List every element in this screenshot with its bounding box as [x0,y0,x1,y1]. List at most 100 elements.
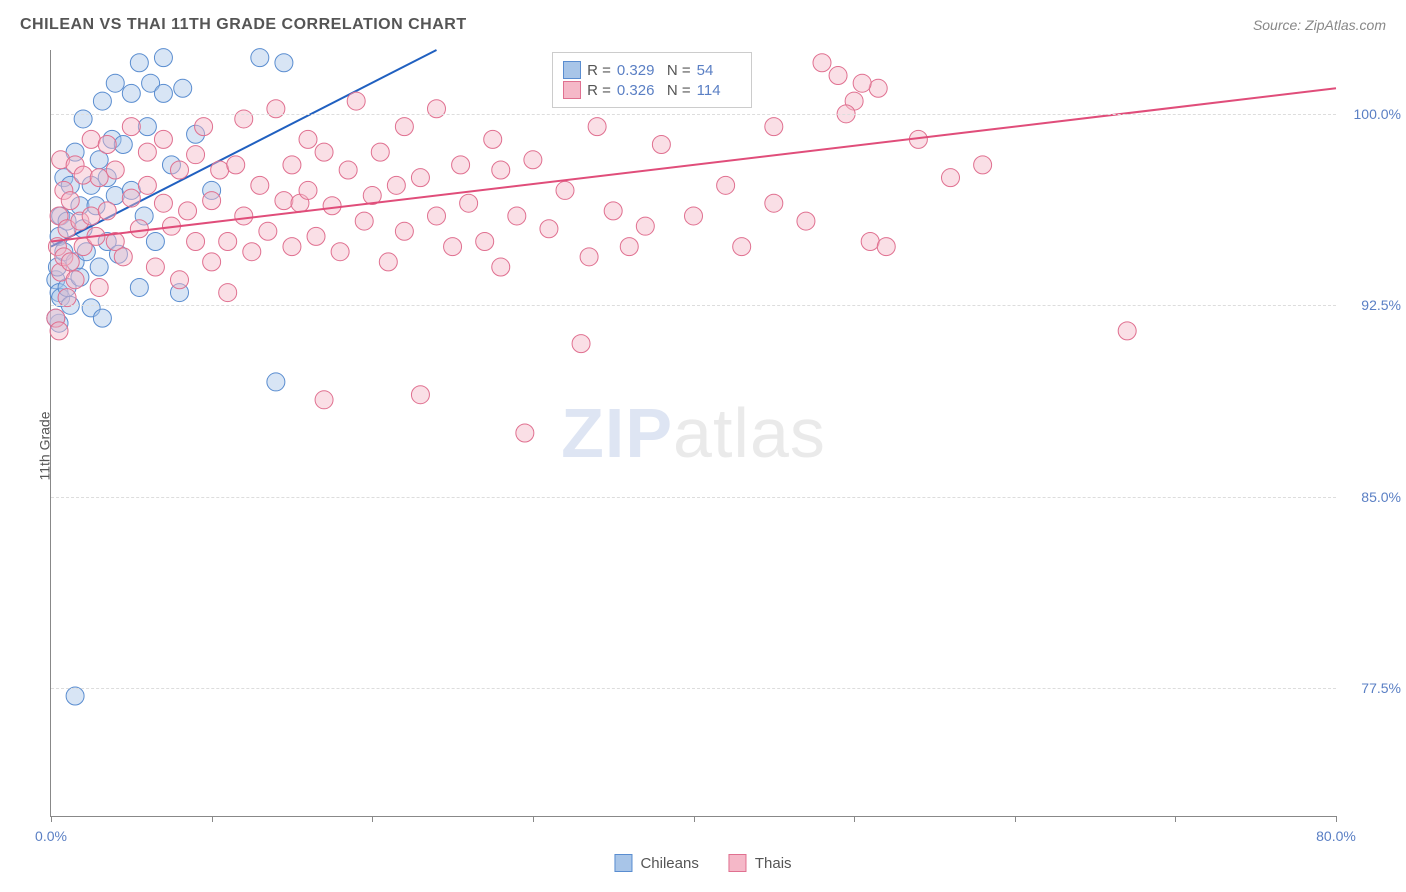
scatter-point [355,212,373,230]
scatter-point [50,322,68,340]
legend-label: Chileans [640,855,698,872]
scatter-point [211,161,229,179]
scatter-point [187,146,205,164]
scatter-point [540,220,558,238]
scatter-point [219,284,237,302]
legend-r-label: R = [587,62,611,79]
scatter-point [195,118,213,136]
x-tick [533,816,534,822]
x-tick [212,816,213,822]
x-tick [51,816,52,822]
y-tick-label: 92.5% [1361,297,1401,313]
x-tick [372,816,373,822]
scatter-point [82,130,100,148]
scatter-point [122,118,140,136]
scatter-point [179,202,197,220]
scatter-point [235,207,253,225]
legend-n-label: N = [667,62,691,79]
scatter-point [572,335,590,353]
scatter-point [588,118,606,136]
scatter-point [797,212,815,230]
legend-n-label: N = [667,82,691,99]
scatter-point [974,156,992,174]
scatter-point [604,202,622,220]
scatter-point [765,194,783,212]
x-tick [1175,816,1176,822]
scatter-point [556,181,574,199]
scatter-point [267,373,285,391]
scatter-point [283,238,301,256]
scatter-point [765,118,783,136]
scatter-point [395,118,413,136]
scatter-point [98,202,116,220]
scatter-point [219,233,237,251]
scatter-point [379,253,397,271]
scatter-point [251,49,269,67]
legend-row: R = 0.329N = 54 [563,61,741,79]
source-label: Source: ZipAtlas.com [1253,17,1386,33]
scatter-point [243,243,261,261]
scatter-point [251,176,269,194]
scatter-plot [51,50,1336,816]
scatter-point [331,243,349,261]
legend-item: Chileans [614,854,698,872]
scatter-point [130,278,148,296]
legend-r-label: R = [587,82,611,99]
scatter-point [395,222,413,240]
scatter-point [275,192,293,210]
grid-line [51,114,1336,115]
scatter-point [307,227,325,245]
scatter-point [90,278,108,296]
scatter-point [861,233,879,251]
scatter-point [275,54,293,72]
scatter-point [203,192,221,210]
y-tick-label: 85.0% [1361,489,1401,505]
scatter-point [877,238,895,256]
scatter-point [259,222,277,240]
scatter-point [130,220,148,238]
x-tick-label: 80.0% [1316,828,1356,844]
scatter-point [299,130,317,148]
scatter-point [717,176,735,194]
legend-n-value: 114 [697,82,741,99]
scatter-point [171,161,189,179]
chart-area: ZIPatlas R = 0.329N = 54R = 0.326N = 114… [50,50,1336,817]
scatter-point [492,258,510,276]
grid-line [51,497,1336,498]
scatter-point [114,135,132,153]
scatter-point [813,54,831,72]
scatter-point [154,194,172,212]
scatter-point [122,189,140,207]
scatter-point [428,207,446,225]
scatter-point [685,207,703,225]
legend-r-value: 0.329 [617,62,661,79]
chart-title: CHILEAN VS THAI 11TH GRADE CORRELATION C… [20,16,467,34]
scatter-point [154,130,172,148]
scatter-point [122,84,140,102]
scatter-point [299,181,317,199]
x-tick [854,816,855,822]
scatter-point [106,74,124,92]
scatter-point [138,176,156,194]
scatter-point [114,248,132,266]
scatter-point [82,207,100,225]
scatter-point [853,74,871,92]
scatter-point [61,192,79,210]
legend-swatch [614,854,632,872]
x-tick-label: 0.0% [35,828,67,844]
legend-label: Thais [755,855,792,872]
scatter-point [61,253,79,271]
scatter-point [66,271,84,289]
scatter-point [315,143,333,161]
x-tick [1015,816,1016,822]
legend-swatch [729,854,747,872]
scatter-point [98,135,116,153]
legend-swatch [563,81,581,99]
scatter-point [516,424,534,442]
scatter-point [154,49,172,67]
grid-line [51,688,1336,689]
scatter-point [90,169,108,187]
scatter-point [411,169,429,187]
legend-swatch [563,61,581,79]
scatter-point [74,110,92,128]
